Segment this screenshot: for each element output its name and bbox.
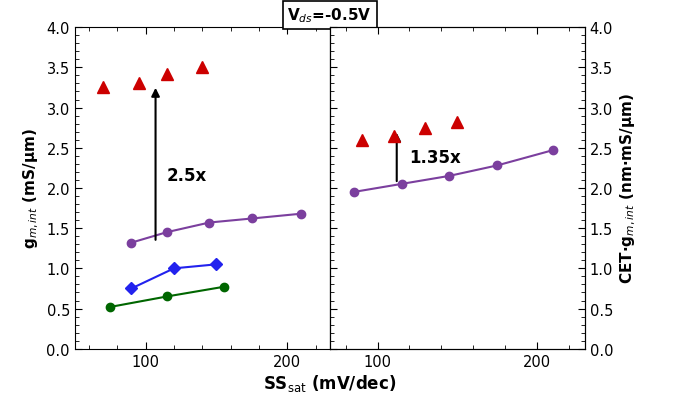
Text: V$_{ds}$=-0.5V: V$_{ds}$=-0.5V	[288, 6, 372, 25]
Y-axis label: CET·g$_{m,int}$ (nm·mS/μm): CET·g$_{m,int}$ (nm·mS/μm)	[619, 93, 638, 284]
Text: 1.35x: 1.35x	[409, 149, 461, 167]
Text: SS$_\mathrm{sat}$ (mV/dec): SS$_\mathrm{sat}$ (mV/dec)	[263, 372, 396, 393]
Legend: Ge FinFET (this work), Ge QW [4], Ge FinFET [1], InSb pFET [11]: Ge FinFET (this work), Ge QW [4], Ge Fin…	[412, 285, 562, 343]
Text: 2.5x: 2.5x	[167, 166, 207, 184]
Y-axis label: g$_{m,int}$ (mS/μm): g$_{m,int}$ (mS/μm)	[22, 128, 41, 249]
